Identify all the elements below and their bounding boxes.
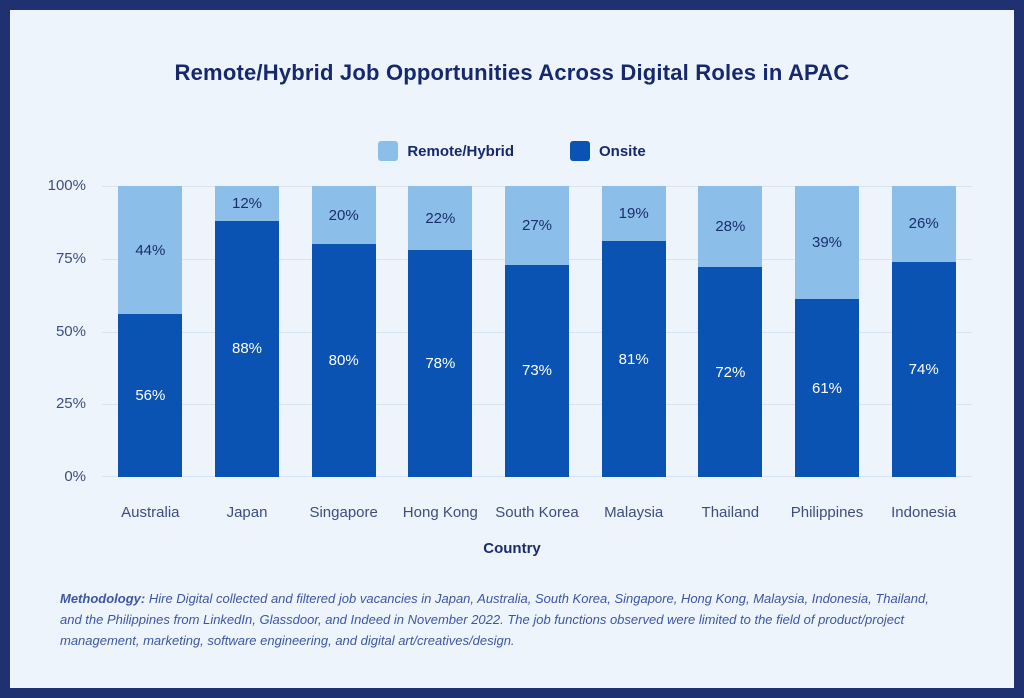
bar-thailand: 28% 72%: [698, 186, 763, 477]
value-label-remote-hybrid-malaysia: 19%: [618, 205, 649, 223]
methodology-text: Hire Digital collected and filtered job …: [60, 591, 929, 648]
bar-segment-onsite-hong-kong: 78%: [408, 250, 473, 477]
legend-item-remote-hybrid: Remote/Hybrid: [378, 141, 514, 161]
y-axis: 0% 25% 50% 75% 100%: [10, 177, 86, 485]
value-label-remote-hybrid-thailand: 28%: [715, 218, 746, 236]
bar-segment-onsite-japan: 88%: [215, 220, 279, 477]
chart-panel: Remote/Hybrid Job Opportunities Across D…: [10, 10, 1014, 688]
y-tick-label-75: 75%: [55, 249, 86, 267]
bar-south-korea: 27% 73%: [505, 186, 569, 477]
bar-segment-remote-hybrid-japan: 12%: [215, 186, 279, 221]
x-tick-label-thailand: Thailand: [701, 504, 760, 521]
bar-segment-remote-hybrid-australia: 44%: [118, 186, 183, 315]
bar-segment-remote-hybrid-indonesia: 26%: [891, 186, 956, 262]
methodology-label: Methodology:: [60, 591, 146, 606]
bar-japan: 12% 88%: [215, 186, 279, 477]
x-axis-title: Country: [483, 540, 541, 557]
x-tick-label-philippines: Philippines: [790, 504, 864, 521]
value-label-remote-hybrid-hong-kong: 22%: [425, 209, 456, 227]
bar-philippines: 39% 61%: [795, 186, 859, 477]
bar-segment-onsite-singapore: 80%: [311, 244, 376, 477]
value-label-remote-hybrid-singapore: 20%: [328, 206, 359, 224]
chart-title: Remote/Hybrid Job Opportunities Across D…: [174, 60, 850, 85]
value-label-onsite-south-korea: 73%: [521, 362, 553, 380]
bar-segment-onsite-malaysia: 81%: [601, 241, 666, 477]
bar-segment-onsite-thailand: 72%: [698, 267, 763, 477]
y-tick-label-0: 0%: [64, 468, 86, 485]
y-tick-label-25: 25%: [55, 395, 86, 413]
value-label-remote-hybrid-australia: 44%: [135, 241, 166, 259]
legend: Remote/Hybrid Onsite: [10, 141, 1014, 161]
plot-area: 44% 56% 12% 88% 20% 80% 22% 78% 27% 73% 19% 81% 28% 7…: [102, 186, 972, 477]
value-label-onsite-singapore: 80%: [328, 352, 359, 370]
bar-segment-onsite-australia: 56%: [118, 314, 183, 477]
value-label-onsite-hong-kong: 78%: [425, 355, 456, 372]
bar-segment-onsite-philippines: 61%: [795, 299, 859, 477]
value-label-onsite-philippines: 61%: [811, 379, 843, 397]
value-label-onsite-japan: 88%: [231, 340, 263, 358]
bar-segment-onsite-indonesia: 74%: [891, 261, 956, 477]
bar-segment-remote-hybrid-hong-kong: 22%: [408, 186, 473, 251]
bar-segment-remote-hybrid-south-korea: 27%: [505, 186, 569, 265]
x-axis: Australia Japan Singapore Hong Kong South Ko…: [102, 504, 972, 524]
y-tick-label-50: 50%: [55, 322, 86, 340]
legend-item-onsite: Onsite: [570, 141, 646, 161]
methodology-note: Methodology: Hire Digital collected and …: [60, 588, 952, 651]
bar-segment-remote-hybrid-singapore: 20%: [311, 186, 376, 245]
legend-label-remote-hybrid: Remote/Hybrid: [407, 142, 514, 160]
x-tick-label-australia: Australia: [121, 504, 180, 521]
legend-swatch-onsite-icon: [570, 141, 590, 161]
bar-indonesia: 26% 74%: [891, 186, 956, 477]
bar-segment-remote-hybrid-philippines: 39%: [795, 186, 859, 300]
value-label-onsite-indonesia: 74%: [908, 360, 939, 378]
bar-hong-kong: 22% 78%: [408, 186, 473, 477]
value-label-remote-hybrid-indonesia: 26%: [908, 215, 939, 233]
bar-segment-remote-hybrid-thailand: 28%: [698, 186, 763, 268]
bar-segment-remote-hybrid-malaysia: 19%: [601, 186, 666, 242]
x-tick-label-singapore: Singapore: [309, 504, 378, 521]
y-tick-label-100: 100%: [47, 177, 86, 194]
value-label-remote-hybrid-philippines: 39%: [811, 234, 843, 252]
bar-malaysia: 19% 81%: [601, 186, 666, 477]
bar-singapore: 20% 80%: [311, 186, 376, 477]
value-label-onsite-thailand: 72%: [715, 363, 746, 381]
legend-label-onsite: Onsite: [599, 142, 646, 160]
bar-australia: 44% 56%: [118, 186, 183, 477]
x-tick-label-indonesia: Indonesia: [891, 504, 957, 521]
value-label-onsite-australia: 56%: [135, 387, 166, 404]
bar-segment-onsite-south-korea: 73%: [505, 264, 569, 477]
legend-swatch-remote-hybrid-icon: [378, 141, 399, 161]
x-tick-label-japan: Japan: [226, 504, 268, 521]
x-tick-label-malaysia: Malaysia: [604, 504, 664, 521]
x-tick-label-south-korea: South Korea: [495, 504, 579, 521]
value-label-remote-hybrid-south-korea: 27%: [521, 216, 553, 234]
value-label-remote-hybrid-japan: 12%: [231, 194, 263, 212]
x-tick-label-hong-kong: Hong Kong: [402, 504, 478, 521]
value-label-onsite-malaysia: 81%: [618, 350, 649, 368]
